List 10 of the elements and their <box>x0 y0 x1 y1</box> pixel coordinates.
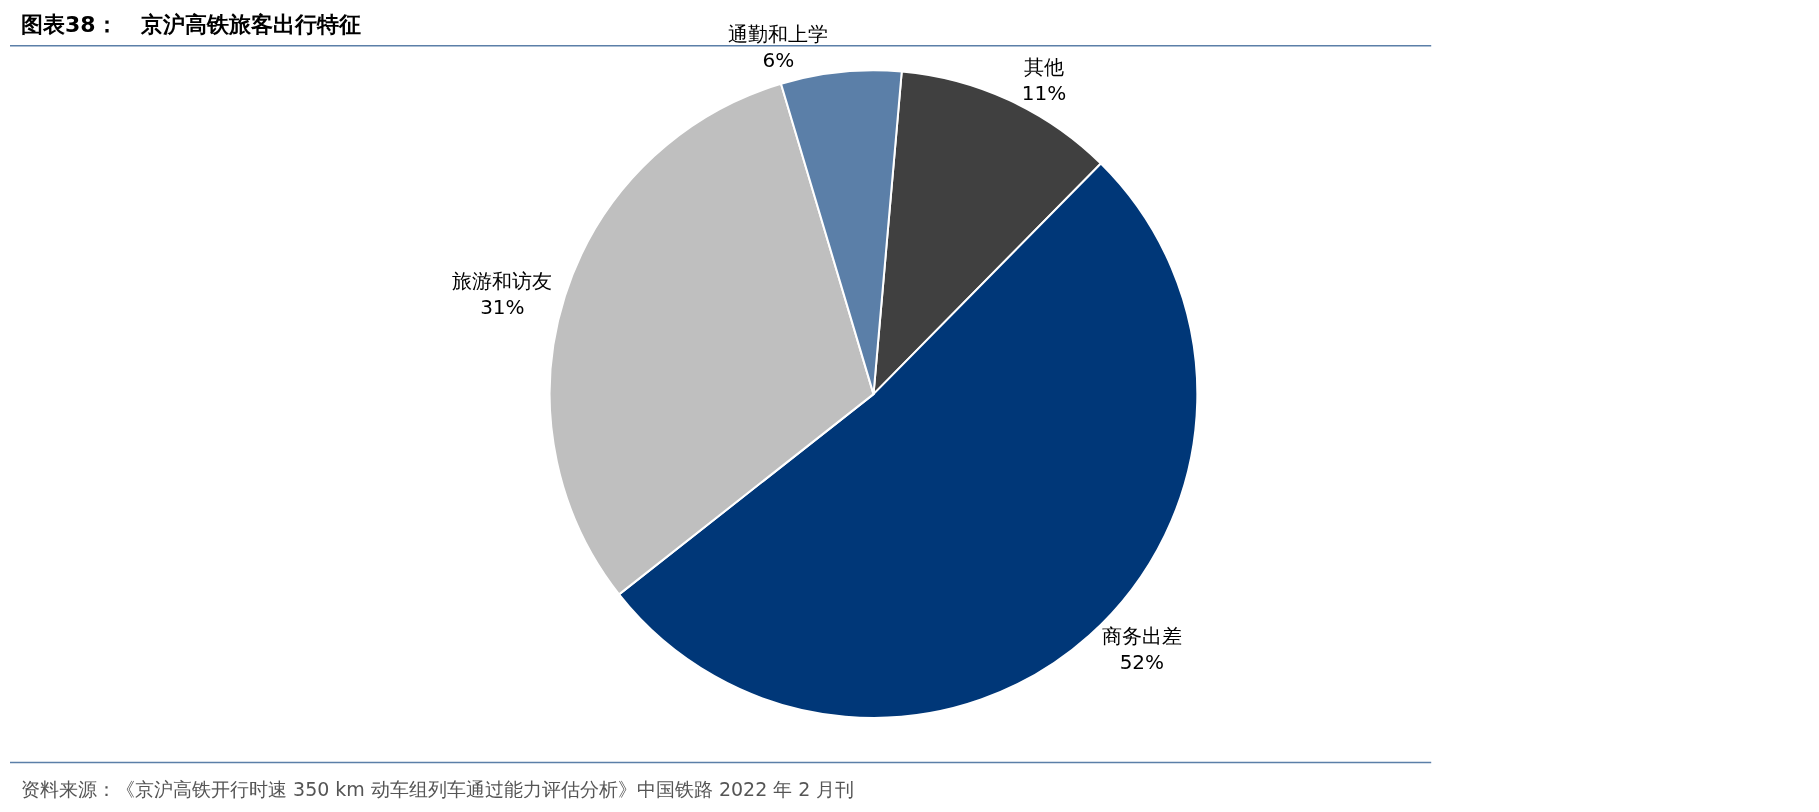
data-label: 6% <box>762 48 795 73</box>
data-label: 52% <box>1119 650 1165 675</box>
text: 图表38： 京沪高铁旅客出行特征 <box>21 12 361 37</box>
slice-label: 旅游和访友 <box>452 268 553 293</box>
slice-label: 其他 <box>1024 54 1065 79</box>
slice-label: 商务出差 <box>1101 624 1182 649</box>
data-label: 11% <box>1021 80 1067 105</box>
slice-label: 通勤和上学 <box>728 22 829 47</box>
text: 资料来源：《京沪高铁开行时速 350 km 动车组列车通过能力评估分析》中国铁路 2022 年 2 月刊 <box>21 778 855 800</box>
data-label: 31% <box>480 294 525 319</box>
